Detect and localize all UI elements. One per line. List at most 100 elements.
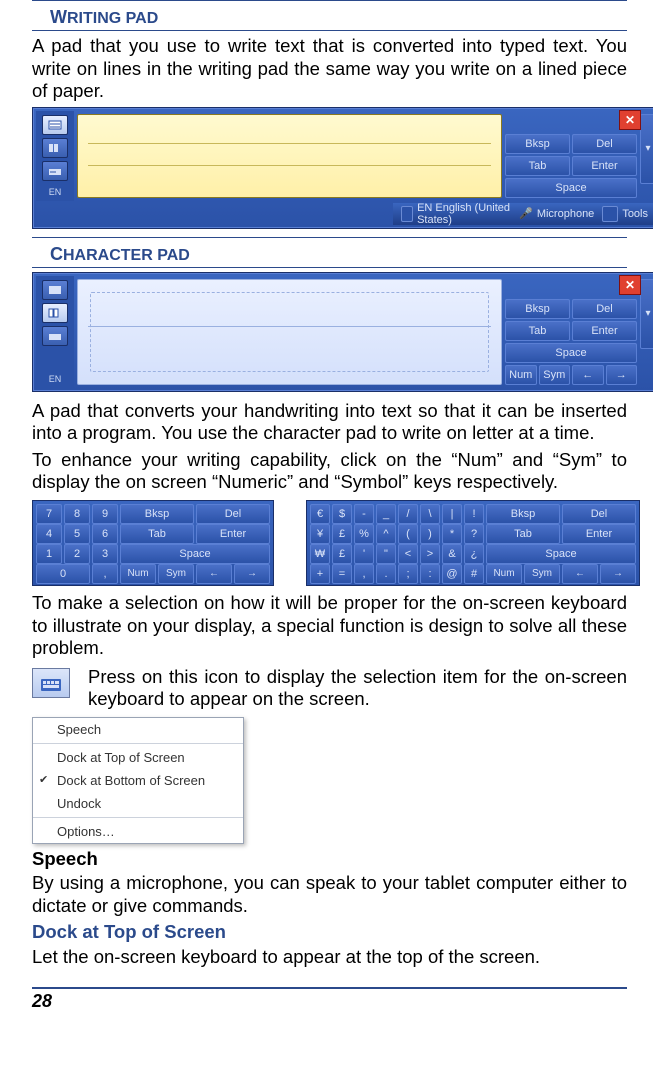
lang-icon[interactable]: [401, 206, 413, 222]
sym-key[interactable]: :: [420, 564, 440, 584]
sym-key[interactable]: #: [464, 564, 484, 584]
sym-key[interactable]: =: [332, 564, 352, 584]
sym-key[interactable]: ): [420, 524, 440, 544]
taskbar-lang[interactable]: EN English (United States): [417, 202, 511, 226]
mic-icon[interactable]: 🎤: [519, 207, 533, 220]
expand-icon-2[interactable]: ▾: [640, 279, 653, 349]
tools-small-icon[interactable]: [602, 206, 618, 222]
sym-key[interactable]: £: [332, 544, 352, 564]
sym-key[interactable]: @: [442, 564, 462, 584]
sp-left[interactable]: ←: [562, 564, 598, 584]
sym-key[interactable]: ₩: [310, 544, 330, 564]
enter-button[interactable]: Enter: [572, 156, 637, 176]
num-key[interactable]: 7: [36, 504, 62, 524]
sp-right[interactable]: →: [600, 564, 636, 584]
np-bksp[interactable]: Bksp: [120, 504, 194, 524]
sp-num[interactable]: Num: [486, 564, 522, 584]
close-icon[interactable]: ✕: [619, 110, 641, 130]
space-button-2[interactable]: Space: [505, 343, 637, 363]
sp-sym[interactable]: Sym: [524, 564, 560, 584]
space-button[interactable]: Space: [505, 178, 637, 198]
sym-key[interactable]: &: [442, 544, 462, 564]
taskbar-mic[interactable]: Microphone: [537, 208, 594, 220]
sym-key[interactable]: £: [332, 524, 352, 544]
lang-indicator-2[interactable]: EN: [49, 374, 62, 384]
np-space[interactable]: Space: [120, 544, 270, 564]
sp-enter[interactable]: Enter: [562, 524, 636, 544]
menu-dock-top[interactable]: Dock at Top of Screen: [33, 746, 243, 769]
right-button-2[interactable]: →: [606, 365, 638, 385]
lang-indicator[interactable]: EN: [49, 187, 62, 197]
sp-space[interactable]: Space: [486, 544, 636, 564]
sym-key[interactable]: >: [420, 544, 440, 564]
bksp-button-2[interactable]: Bksp: [505, 299, 570, 319]
num-key[interactable]: 5: [64, 524, 90, 544]
mode-writing-icon[interactable]: [42, 115, 68, 135]
menu-options[interactable]: Options…: [33, 820, 243, 843]
num-key[interactable]: 4: [36, 524, 62, 544]
sp-bksp[interactable]: Bksp: [486, 504, 560, 524]
sym-key[interactable]: ;: [398, 564, 418, 584]
mode-writing-icon-2[interactable]: [42, 280, 68, 300]
np-tab[interactable]: Tab: [120, 524, 194, 544]
left-button-2[interactable]: ←: [572, 365, 604, 385]
sym-key[interactable]: ': [354, 544, 374, 564]
del-button[interactable]: Del: [572, 134, 637, 154]
sym-key[interactable]: .: [376, 564, 396, 584]
tab-button-2[interactable]: Tab: [505, 321, 570, 341]
close-icon-2[interactable]: ✕: [619, 275, 641, 295]
enter-button-2[interactable]: Enter: [572, 321, 637, 341]
del-button-2[interactable]: Del: [572, 299, 637, 319]
sym-key[interactable]: _: [376, 504, 396, 524]
num-key[interactable]: 1: [36, 544, 62, 564]
sym-key[interactable]: |: [442, 504, 462, 524]
menu-dock-bottom[interactable]: Dock at Bottom of Screen: [33, 769, 243, 792]
expand-icon[interactable]: ▾: [640, 114, 653, 184]
sym-key[interactable]: ^: [376, 524, 396, 544]
sp-del[interactable]: Del: [562, 504, 636, 524]
sym-key[interactable]: ,: [354, 564, 374, 584]
sp-tab[interactable]: Tab: [486, 524, 560, 544]
menu-undock[interactable]: Undock: [33, 792, 243, 815]
writing-area[interactable]: [77, 114, 502, 198]
mode-character-icon[interactable]: [42, 138, 68, 158]
sym-key[interactable]: €: [310, 504, 330, 524]
np-enter[interactable]: Enter: [196, 524, 270, 544]
sym-key[interactable]: +: [310, 564, 330, 584]
tools-icon[interactable]: [32, 668, 70, 698]
sym-key[interactable]: ¥: [310, 524, 330, 544]
num-key[interactable]: 6: [92, 524, 118, 544]
sym-key[interactable]: *: [442, 524, 462, 544]
num-key[interactable]: ,: [92, 564, 118, 584]
num-button-2[interactable]: Num: [505, 365, 537, 385]
num-key[interactable]: 0: [36, 564, 90, 584]
sym-key[interactable]: $: [332, 504, 352, 524]
sym-key[interactable]: %: [354, 524, 374, 544]
taskbar-tools[interactable]: Tools: [622, 208, 648, 220]
np-right[interactable]: →: [234, 564, 270, 584]
sym-key[interactable]: ¿: [464, 544, 484, 564]
num-key[interactable]: 3: [92, 544, 118, 564]
num-key[interactable]: 9: [92, 504, 118, 524]
sym-key[interactable]: ?: [464, 524, 484, 544]
np-sym[interactable]: Sym: [158, 564, 194, 584]
num-key[interactable]: 8: [64, 504, 90, 524]
sym-key[interactable]: \: [420, 504, 440, 524]
tab-button[interactable]: Tab: [505, 156, 570, 176]
sym-key[interactable]: -: [354, 504, 374, 524]
sym-key[interactable]: ": [376, 544, 396, 564]
bksp-button[interactable]: Bksp: [505, 134, 570, 154]
np-left[interactable]: ←: [196, 564, 232, 584]
np-del[interactable]: Del: [196, 504, 270, 524]
num-key[interactable]: 2: [64, 544, 90, 564]
sym-key[interactable]: !: [464, 504, 484, 524]
sym-key[interactable]: <: [398, 544, 418, 564]
mode-keyboard-icon-2[interactable]: [42, 326, 68, 346]
sym-key[interactable]: (: [398, 524, 418, 544]
menu-speech[interactable]: Speech: [33, 718, 243, 741]
sym-button-2[interactable]: Sym: [539, 365, 571, 385]
mode-keyboard-icon[interactable]: [42, 161, 68, 181]
np-num[interactable]: Num: [120, 564, 156, 584]
mode-character-icon-2[interactable]: [42, 303, 68, 323]
character-area[interactable]: [77, 279, 502, 385]
